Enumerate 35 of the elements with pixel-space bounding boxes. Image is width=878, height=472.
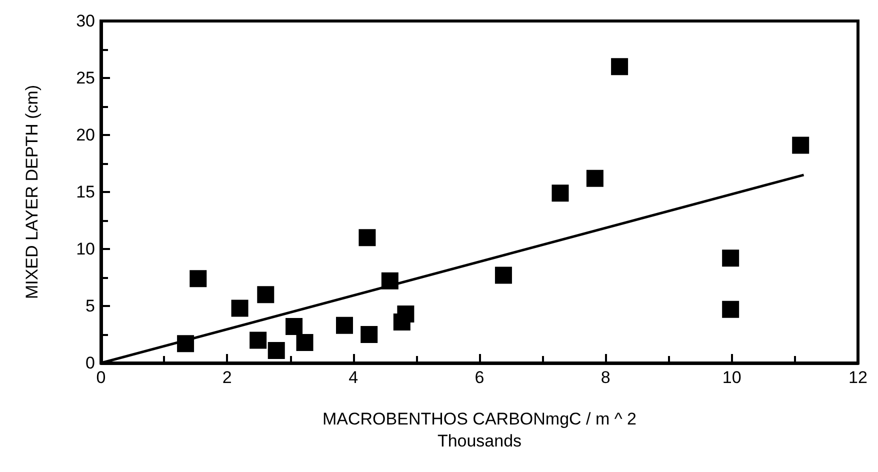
y-tick-label: 20 — [76, 126, 95, 144]
point — [268, 342, 285, 359]
point — [360, 326, 378, 343]
y-axis-title: MIXED LAYER DEPTH (cm) — [22, 84, 42, 300]
x-tick-label: 12 — [848, 368, 868, 387]
point — [381, 272, 398, 290]
point — [586, 170, 604, 187]
y-tick-label: 30 — [76, 12, 95, 30]
point — [722, 300, 740, 318]
x-tick-label: 6 — [474, 368, 484, 387]
x-tick-label: 2 — [222, 368, 232, 387]
x-tick-label: 4 — [348, 368, 358, 387]
point — [792, 136, 810, 154]
y-tick-label: 15 — [76, 182, 95, 202]
point — [722, 250, 740, 267]
point — [358, 229, 376, 246]
point — [393, 313, 410, 330]
point — [190, 270, 207, 288]
y-tick-label: 0 — [86, 354, 95, 372]
point — [336, 316, 353, 334]
point — [286, 318, 303, 336]
y-tick-label: 10 — [76, 240, 95, 258]
point — [250, 332, 267, 349]
point — [177, 335, 194, 352]
x-tick-label: 10 — [722, 368, 742, 387]
y-tick-label: 5 — [86, 296, 95, 316]
point — [611, 58, 628, 76]
x-tick-label: 8 — [600, 368, 610, 387]
point — [552, 184, 569, 202]
x-axis-title: MACROBENTHOS CARBONmgC / m ^ 2 Thousands — [322, 410, 637, 450]
y-tick-label: 25 — [76, 68, 95, 88]
point — [296, 334, 314, 351]
point — [231, 300, 248, 317]
point — [257, 286, 274, 304]
point — [494, 266, 512, 284]
